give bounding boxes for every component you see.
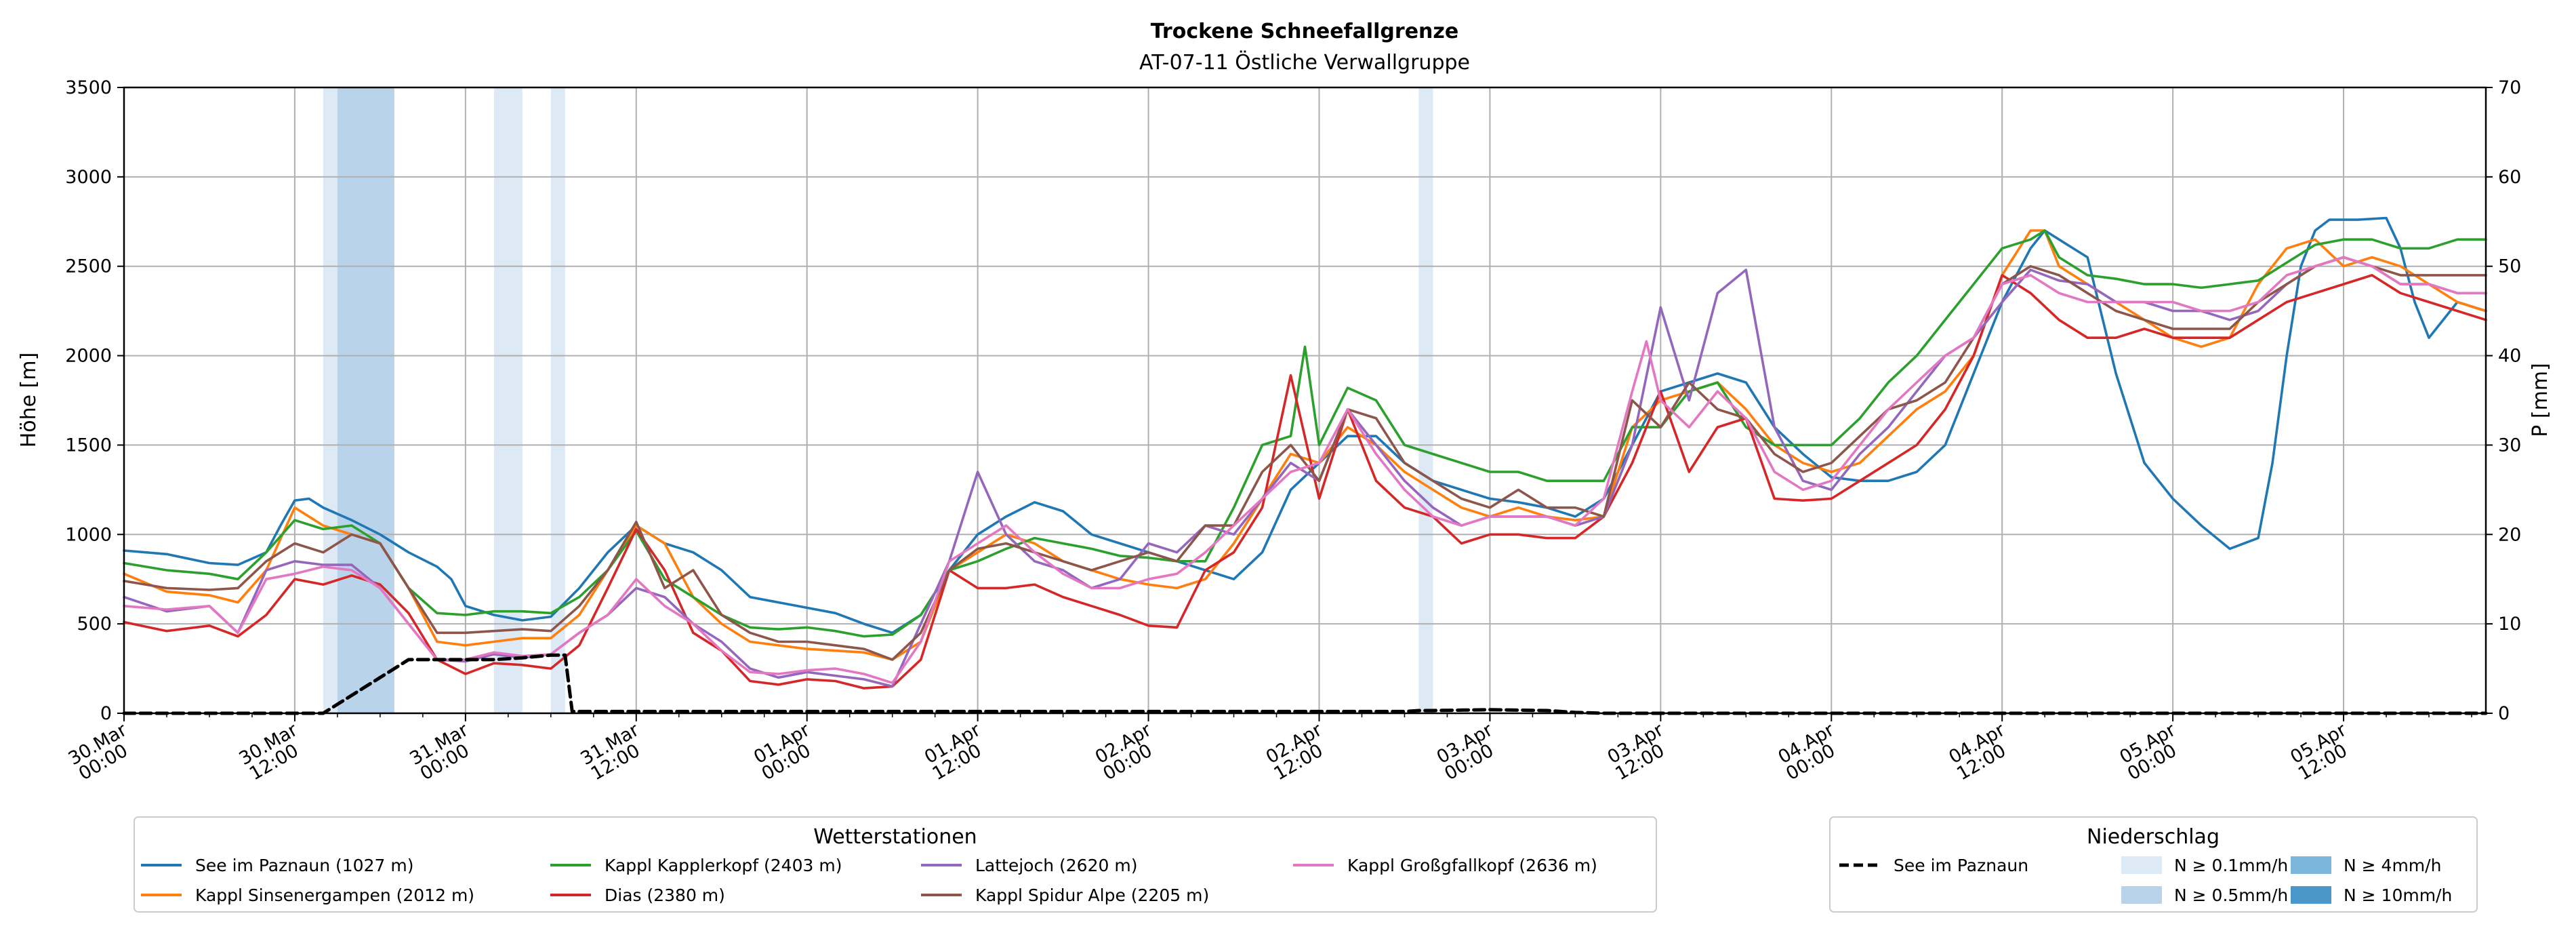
- yr-tick-label-70: 70: [2498, 77, 2521, 98]
- legend-stations-title: Wetterstationen: [813, 825, 977, 849]
- y-tick-label-0: 0: [100, 703, 112, 724]
- precip-bands: [323, 87, 1433, 713]
- plot-frame: [123, 86, 2487, 715]
- yr-tick-label-10: 10: [2498, 614, 2521, 635]
- y-tick-label-500: 500: [77, 614, 112, 635]
- precip-band-0: [323, 87, 338, 713]
- y-tick-label-3500: 3500: [65, 77, 112, 98]
- legend-stations-label-1-0: Kappl Kapplerkopf (2403 m): [605, 856, 842, 875]
- precip-band-4: [1418, 87, 1433, 713]
- precip-band-2: [493, 87, 523, 713]
- legend-stations-entries: See im Paznaun (1027 m) Kappl Sinsenergam…: [141, 856, 1597, 905]
- y-tick-label-2000: 2000: [65, 346, 112, 367]
- yr-tick-label-40: 40: [2498, 346, 2521, 367]
- legend-precip-line-label: See im Paznaun: [1894, 856, 2028, 875]
- legend-stations-label-2-1: Kappl Spidur Alpe (2205 m): [975, 885, 1209, 905]
- legend-precip-label-0: N ≥ 0.1mm/h: [2174, 856, 2288, 875]
- chart-subtitle: AT-07-11 Östliche Verwallgruppe: [1139, 50, 1470, 75]
- legend-precip-label-2: N ≥ 4mm/h: [2344, 856, 2441, 875]
- series-line-2: [123, 229, 2487, 638]
- yr-tick-label-0: 0: [2498, 703, 2510, 724]
- precip-band-1: [337, 87, 394, 713]
- series-line-3: [123, 274, 2487, 690]
- legend-stations-label-3-0: Kappl Großgfallkopf (2636 m): [1347, 856, 1597, 875]
- y-axis-right-label: P [mm]: [2529, 363, 2552, 437]
- legend-precip: Niederschlag See im Paznaun N ≥ 0.1mm/hN…: [1829, 816, 2478, 913]
- legend-precip-swatch-2: [2291, 856, 2331, 874]
- y-tick-label-1500: 1500: [65, 435, 112, 456]
- y-tick-label-3000: 3000: [65, 167, 112, 188]
- y-axis-label: Höhe [m]: [17, 353, 41, 448]
- precip-band-3: [550, 87, 565, 713]
- yr-tick-label-30: 30: [2498, 435, 2521, 456]
- legend-stations: Wetterstationen See im Paznaun (1027 m) K…: [134, 816, 1657, 913]
- series-line-0: [123, 216, 2487, 635]
- legend-stations-frame: [134, 816, 1657, 913]
- legend-stations-label-0-0: See im Paznaun (1027 m): [195, 856, 413, 875]
- yr-tick-label-60: 60: [2498, 167, 2521, 188]
- legend-precip-swatch-0: [2121, 856, 2162, 874]
- legend-precip-levels: N ≥ 0.1mm/h N ≥ 0.5mm/h N ≥ 4mm/h N ≥ 10mm/…: [2121, 856, 2452, 905]
- series-lines: [122, 216, 2488, 715]
- series-line-7: [122, 653, 2488, 715]
- yr-tick-label-50: 50: [2498, 256, 2521, 277]
- legend-stations-label-2-0: Lattejoch (2620 m): [975, 856, 1137, 875]
- legend-precip-swatch-3: [2291, 886, 2331, 904]
- legend-stations-label-0-1: Kappl Sinsenergampen (2012 m): [195, 885, 474, 905]
- legend-precip-label-3: N ≥ 10mm/h: [2344, 885, 2452, 905]
- legend-precip-label-1: N ≥ 0.5mm/h: [2174, 885, 2288, 905]
- chart-title: Trockene Schneefallgrenze: [1151, 20, 1458, 43]
- series-line-6: [123, 256, 2487, 684]
- legend-precip-title: Niederschlag: [2087, 825, 2220, 849]
- yr-tick-label-20: 20: [2498, 524, 2521, 545]
- legend-stations-label-1-1: Dias (2380 m): [605, 885, 725, 905]
- y-tick-label-2500: 2500: [65, 256, 112, 277]
- legend-precip-swatch-1: [2121, 886, 2162, 904]
- series-line-5: [123, 256, 2487, 661]
- y-tick-label-1000: 1000: [65, 524, 112, 545]
